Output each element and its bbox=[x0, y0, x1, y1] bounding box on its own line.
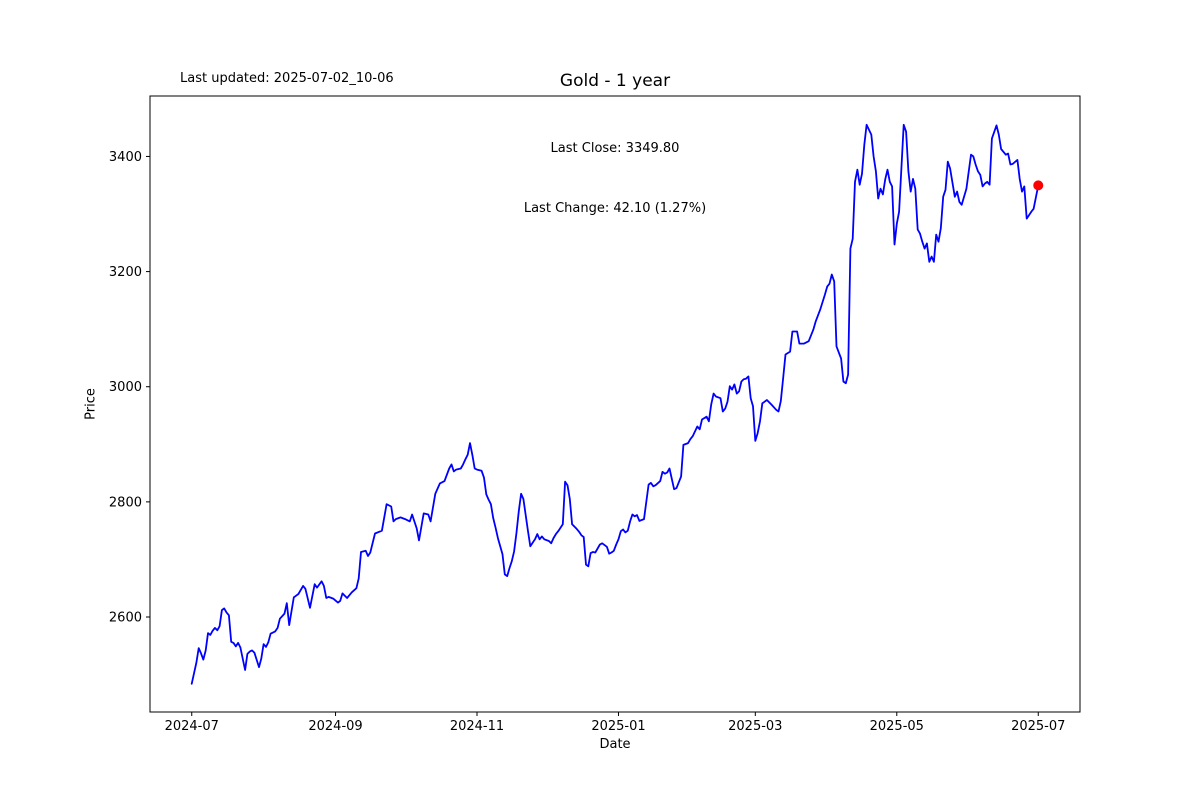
y-tick-label: 2800 bbox=[109, 495, 142, 510]
last-change-annotation: Last Change: 42.10 (1.27%) bbox=[523, 201, 707, 216]
x-tick-label: 2025-03 bbox=[728, 719, 782, 734]
last-updated-text: Last updated: 2025-07-02_10-06 bbox=[180, 71, 394, 86]
plot-frame bbox=[149, 95, 1081, 713]
y-tick-label: 3200 bbox=[109, 265, 142, 280]
x-axis-label: Date bbox=[599, 737, 631, 752]
y-tick-label: 3400 bbox=[109, 150, 142, 165]
x-tick-label: 2024-07 bbox=[165, 719, 219, 734]
x-tick-label: 2025-05 bbox=[870, 719, 924, 734]
price-line bbox=[190, 123, 1040, 685]
chart-annotation: Last Close: 3349.80 Last Change: 42.10 (… bbox=[524, 99, 706, 259]
x-tick-label: 2025-01 bbox=[591, 719, 645, 734]
y-tick-label: 2600 bbox=[109, 611, 142, 626]
x-tick-label: 2024-11 bbox=[450, 719, 504, 734]
last-price-marker bbox=[1033, 180, 1044, 191]
last-close-annotation: Last Close: 3349.80 bbox=[550, 141, 680, 156]
x-tick-label: 2025-07 bbox=[1011, 719, 1065, 734]
x-tick-label: 2024-09 bbox=[308, 719, 362, 734]
chart-title: Gold - 1 year bbox=[559, 71, 671, 91]
y-tick-label: 3000 bbox=[109, 380, 142, 395]
